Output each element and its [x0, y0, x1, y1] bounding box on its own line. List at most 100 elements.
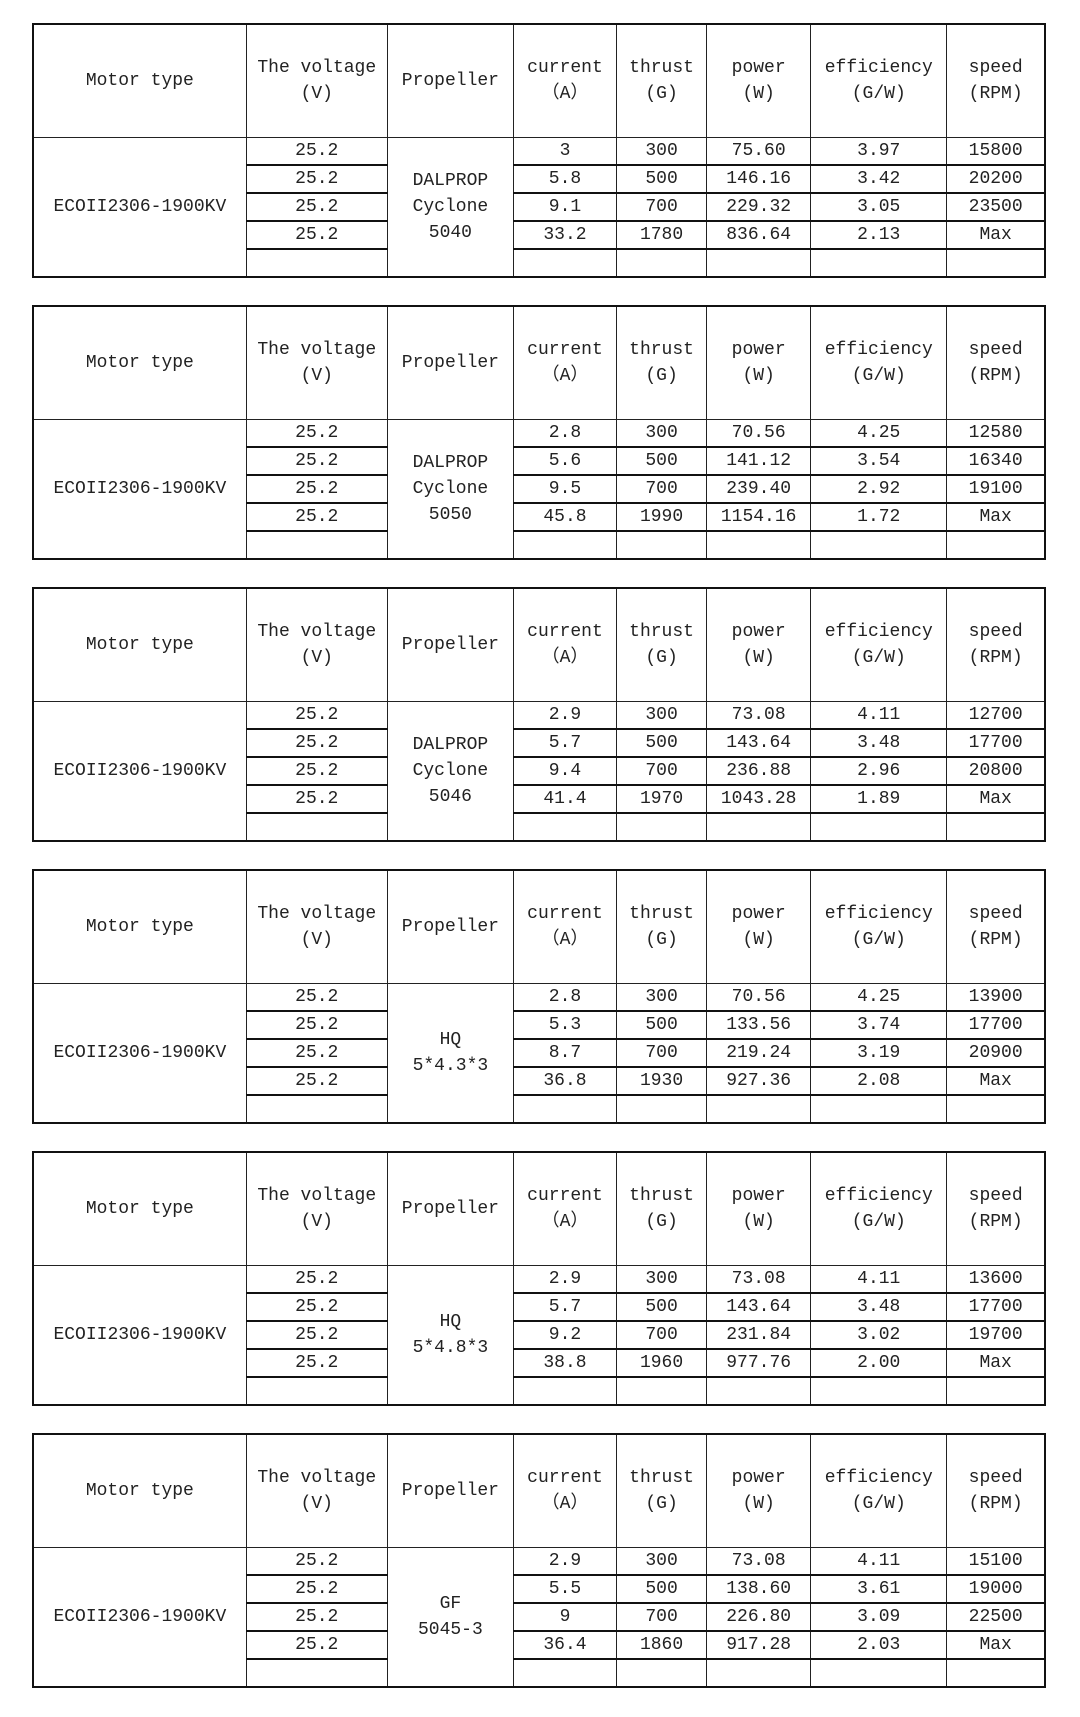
propeller-line: DALPROP	[412, 171, 489, 191]
header-thrust: thrust (G)	[616, 1151, 708, 1266]
voltage-cell: 25.2	[245, 446, 388, 476]
speed-cell	[946, 248, 1046, 278]
speed-cell	[946, 812, 1046, 842]
header-row: Motor type The voltage (V) Propeller curr…	[32, 587, 1046, 702]
current-value: 2.9	[548, 705, 582, 725]
header-speed: speed (RPM)	[946, 1433, 1046, 1548]
voltage-cell: 25.2	[245, 1602, 388, 1632]
header-speed: speed (RPM)	[946, 1151, 1046, 1266]
speed-value: Max	[979, 789, 1012, 809]
power-value: 143.64	[726, 733, 792, 753]
current-cell: 2.9	[512, 701, 618, 730]
propeller-line: GF	[439, 1594, 462, 1614]
current-cell	[512, 1094, 618, 1124]
current-label: current	[527, 622, 603, 642]
speed-cell: 12580	[946, 419, 1046, 448]
header-efficiency: efficiency (G/W)	[810, 23, 948, 138]
power-value: 73.08	[731, 705, 786, 725]
efficiency-value: 4.25	[857, 423, 901, 443]
table-row: ECOII2306-1900KV 25.2 GF 5045-3 2.9 300 73.08 4…	[32, 1547, 1046, 1688]
current-cell: 9.4	[512, 756, 618, 786]
power-cell: 229.32	[706, 192, 812, 222]
header-text: Propeller	[401, 1199, 499, 1219]
efficiency-value: 4.25	[857, 987, 901, 1007]
voltage-cell	[245, 530, 388, 560]
propeller-line: 5050	[428, 505, 472, 525]
voltage-cell	[245, 248, 388, 278]
thrust-label: thrust	[629, 622, 694, 642]
current-cell: 9	[512, 1602, 618, 1632]
header-propeller: Propeller	[386, 1151, 514, 1266]
header-row: Motor type The voltage (V) Propeller curr…	[32, 869, 1046, 984]
power-cell: 226.80	[706, 1602, 812, 1632]
thrust-cell: 500	[616, 1292, 708, 1322]
speed-cell: 17700	[946, 728, 1046, 758]
voltage-value: 25.2	[295, 761, 339, 781]
power-value: 917.28	[726, 1635, 792, 1655]
propeller-line: Cyclone	[412, 197, 489, 217]
thrust-unit: (G)	[645, 1494, 678, 1514]
thrust-value: 700	[645, 1325, 678, 1345]
voltage-cell: 25.2	[245, 1038, 388, 1068]
power-value: 836.64	[726, 225, 792, 245]
header-propeller: Propeller	[386, 1433, 514, 1548]
current-value: 9.4	[548, 761, 582, 781]
power-value: 977.76	[726, 1353, 792, 1373]
power-value: 70.56	[731, 987, 786, 1007]
motor-type-cell: ECOII2306-1900KV	[32, 419, 247, 560]
power-value: 73.08	[731, 1269, 786, 1289]
current-cell: 2.9	[512, 1547, 618, 1576]
thrust-unit: (G)	[645, 84, 678, 104]
voltage-value: 25.2	[295, 1043, 339, 1063]
speed-cell	[946, 1094, 1046, 1124]
thrust-cell: 700	[616, 1602, 708, 1632]
efficiency-cell: 3.97	[810, 137, 948, 166]
header-motor-type: Motor type	[32, 587, 247, 702]
efficiency-cell	[810, 530, 948, 560]
table-row: 25.2 5.3 500 133.56 3.74 17700	[33, 1010, 1046, 1040]
table-row: 25.2 36.8 1930 927.36 2.08 Max	[33, 1066, 1046, 1096]
efficiency-cell: 3.48	[810, 728, 948, 758]
speed-unit: (RPM)	[968, 366, 1023, 386]
efficiency-value: 3.54	[857, 451, 901, 471]
header-text: Motor type	[85, 353, 194, 373]
speed-cell: 12700	[946, 701, 1046, 730]
table-row: 25.2 38.8 1960 977.76 2.00 Max	[33, 1348, 1046, 1378]
current-label: current	[527, 1468, 603, 1488]
thrust-cell: 1780	[616, 220, 708, 250]
efficiency-cell: 2.08	[810, 1066, 948, 1096]
efficiency-cell: 3.74	[810, 1010, 948, 1040]
table-row: 25.2 5.8 500 146.16 3.42 20200	[33, 164, 1046, 194]
voltage-label: The voltage	[257, 340, 377, 360]
header-efficiency: efficiency (G/W)	[810, 869, 948, 984]
propeller-line: 5045-3	[417, 1620, 483, 1640]
efficiency-value: 3.19	[857, 1043, 901, 1063]
speed-value: 19100	[968, 479, 1023, 499]
thrust-label: thrust	[629, 340, 694, 360]
propeller-cell: GF 5045-3	[386, 1547, 514, 1688]
speed-value: 23500	[968, 197, 1023, 217]
efficiency-cell: 3.19	[810, 1038, 948, 1068]
propeller-cell: DALPROP Cyclone 5050	[386, 419, 514, 560]
voltage-value: 25.2	[295, 1607, 339, 1627]
thrust-label: thrust	[629, 1186, 694, 1206]
current-unit: （A）	[541, 1212, 589, 1232]
voltage-label: The voltage	[257, 1186, 377, 1206]
speed-cell: 17700	[946, 1292, 1046, 1322]
power-value: 219.24	[726, 1043, 792, 1063]
voltage-cell: 25.2	[245, 728, 388, 758]
efficiency-value: 3.74	[857, 1015, 901, 1035]
header-row: Motor type The voltage (V) Propeller curr…	[32, 1433, 1046, 1548]
table-row: 25.2 5.5 500 138.60 3.61 19000	[33, 1574, 1046, 1604]
current-unit: （A）	[541, 366, 589, 386]
voltage-value: 25.2	[295, 423, 339, 443]
voltage-cell: 25.2	[245, 1320, 388, 1350]
power-unit: (W)	[742, 648, 775, 668]
voltage-value: 25.2	[295, 1635, 339, 1655]
power-unit: (W)	[742, 1494, 775, 1514]
header-text: Propeller	[401, 71, 499, 91]
thrust-value: 700	[645, 1607, 678, 1627]
voltage-cell: 25.2	[245, 164, 388, 194]
propeller-line: 5*4.3*3	[412, 1056, 489, 1076]
current-value: 33.2	[543, 225, 587, 245]
